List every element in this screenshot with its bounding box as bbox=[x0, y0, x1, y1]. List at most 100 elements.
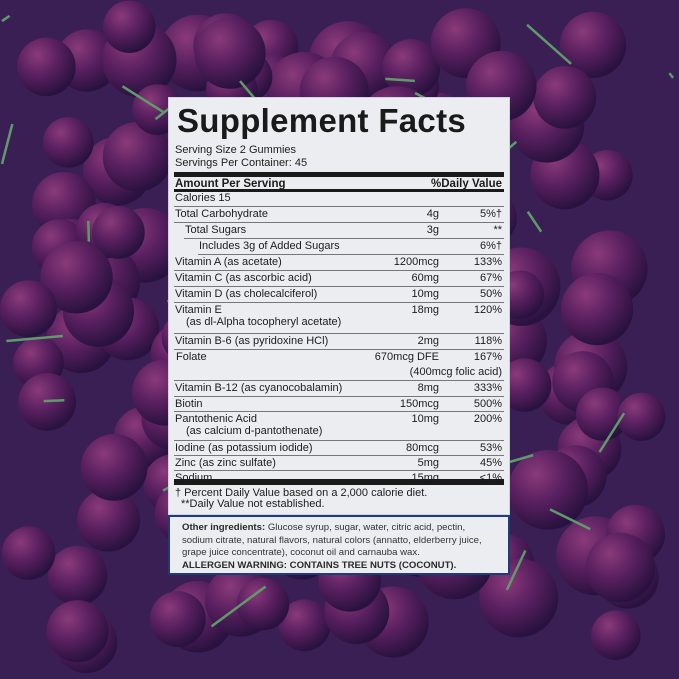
cherry-shape bbox=[382, 39, 441, 98]
cherry-shape bbox=[77, 488, 141, 552]
nutrient-row: Folate 670mcg DFE 167% (400mcg folic acid) bbox=[174, 350, 504, 381]
cherry-stem bbox=[43, 399, 65, 403]
cherry-shape bbox=[617, 392, 666, 441]
nutrient-row: Includes 3g of Added Sugars 6%† bbox=[198, 239, 504, 255]
other-ingredients-box: Other ingredients: Glucose syrup, sugar,… bbox=[168, 515, 510, 575]
cherry-shape bbox=[0, 280, 58, 338]
nutrient-amount: 1200mcg bbox=[393, 256, 439, 268]
nutrient-label: Vitamin C (as ascorbic acid) bbox=[175, 272, 312, 284]
nutrient-row: Total Sugars 3g ** bbox=[184, 223, 504, 239]
cherry-stem bbox=[668, 72, 675, 79]
nutrient-label: Vitamin B-6 (as pyridoxine HCl) bbox=[175, 335, 329, 347]
nutrient-row: Total Carbohydrate 4g 5%† bbox=[174, 207, 504, 223]
nutrient-row: Vitamin D (as cholecalciferol) 10mg 50% bbox=[174, 287, 504, 303]
nutrient-amount: 2mg bbox=[417, 335, 439, 347]
cherry-shape bbox=[80, 434, 148, 501]
footnote-asterisk: **Daily Value not established. bbox=[181, 498, 325, 510]
cherry-stem bbox=[526, 23, 572, 65]
nutrient-label: Vitamin E (as dl-Alpha tocopheryl acetate… bbox=[175, 304, 342, 328]
nutrient-label: Vitamin B-12 (as cyanocobalamin) bbox=[175, 382, 343, 394]
thick-divider bbox=[174, 172, 504, 177]
cherry-stem bbox=[549, 508, 591, 531]
cherry-stem bbox=[598, 412, 626, 453]
nutrient-daily-value: 45% bbox=[479, 457, 502, 469]
nutrient-label: Vitamin A (as acetate) bbox=[175, 256, 282, 268]
nutrient-amount: 60mg bbox=[411, 272, 439, 284]
nutrient-row: Pantothenic Acid (as calcium d-pantothena… bbox=[174, 412, 504, 441]
cherry-shape bbox=[102, 121, 173, 192]
nutrient-amount: 10mg bbox=[411, 288, 439, 300]
cherry-shape bbox=[194, 17, 266, 89]
serving-size: Serving Size 2 Gummies bbox=[175, 144, 297, 156]
nutrient-daily-value: 120% bbox=[473, 304, 502, 316]
cherry-stem bbox=[1, 14, 11, 23]
cherry-shape bbox=[1, 526, 56, 580]
nutrient-row: Vitamin B-12 (as cyanocobalamin) 8mg 333% bbox=[174, 381, 504, 397]
nutrient-daily-value: 67% bbox=[479, 272, 502, 284]
cherry-shape bbox=[17, 37, 76, 97]
cherry-shape bbox=[278, 599, 331, 652]
nutrient-source: (as dl-Alpha tocopheryl acetate) bbox=[186, 316, 342, 328]
nutrient-label: Zinc (as zinc sulfate) bbox=[175, 457, 276, 469]
cherry-stem bbox=[121, 85, 166, 114]
cherry-shape bbox=[479, 558, 559, 638]
nutrient-row: Vitamin A (as acetate) 1200mcg 133% bbox=[174, 255, 504, 271]
nutrient-row: Biotin 150mcg 500% bbox=[174, 397, 504, 412]
medium-divider bbox=[174, 189, 504, 192]
footnotes: † Percent Daily Value based on a 2,000 c… bbox=[175, 488, 427, 510]
nutrient-rows: Calories 15 Total Carbohydrate 4g 5%† Total … bbox=[174, 191, 504, 485]
nutrient-label: Pantothenic Acid (as calcium d-pantothena… bbox=[175, 413, 323, 437]
column-header: Amount Per Serving %Daily Value bbox=[175, 178, 502, 190]
nutrient-label: Iodine (as potassium iodide) bbox=[175, 442, 313, 454]
cherry-shape bbox=[47, 545, 108, 606]
nutrient-daily-value: 5%† bbox=[479, 208, 502, 220]
nutrient-sub-amount: (400mcg folic acid) bbox=[409, 366, 502, 378]
nutrient-row: Sodium 15mg <1% bbox=[174, 471, 504, 485]
nutrient-amount: 8mg bbox=[417, 382, 439, 394]
footnote-dagger: † Percent Daily Value based on a 2,000 c… bbox=[175, 487, 428, 499]
cherry-stem bbox=[6, 334, 63, 343]
nutrient-daily-value: 53% bbox=[479, 442, 502, 454]
cherry-shape bbox=[149, 591, 206, 648]
nutrient-daily-value: ** bbox=[493, 224, 502, 236]
supplement-facts-panel: Supplement Facts Serving Size 2 Gummies … bbox=[168, 97, 510, 515]
cherry-shape bbox=[103, 0, 156, 53]
nutrient-row: Vitamin E (as dl-Alpha tocopheryl acetate… bbox=[174, 303, 504, 334]
nutrient-label: Vitamin D (as cholecalciferol) bbox=[175, 288, 318, 300]
nutrient-label: Total Sugars bbox=[185, 224, 247, 236]
cherry-shape bbox=[40, 241, 113, 314]
nutrient-label: Folate bbox=[176, 351, 207, 363]
nutrient-label: Biotin bbox=[175, 398, 203, 410]
nutrient-amount: 10mg bbox=[411, 413, 439, 425]
cherry-stem bbox=[385, 77, 415, 83]
nutrient-label: Sodium bbox=[175, 472, 213, 484]
nutrient-daily-value: 500% bbox=[473, 398, 502, 410]
cherry-stem bbox=[210, 585, 267, 628]
nutrient-daily-value: 333% bbox=[473, 382, 502, 394]
allergen-warning: ALLERGEN WARNING: CONTAINS TREE NUTS (CO… bbox=[182, 559, 457, 571]
nutrient-row: Iodine (as potassium iodide) 80mcg 53% bbox=[174, 441, 504, 456]
nutrient-daily-value: 6%† bbox=[479, 240, 502, 252]
cherry-shape bbox=[92, 206, 145, 259]
nutrient-amount: 18mg bbox=[411, 304, 439, 316]
nutrient-label: Total Carbohydrate bbox=[175, 208, 268, 220]
nutrient-daily-value: 133% bbox=[473, 256, 502, 268]
cherry-shape bbox=[497, 358, 552, 412]
nutrient-amount: 80mcg bbox=[405, 442, 439, 454]
nutrient-label: Calories 15 bbox=[175, 192, 231, 204]
nutrient-amount: 3g bbox=[426, 224, 439, 236]
daily-value-header: %Daily Value bbox=[431, 178, 502, 190]
nutrient-amount: 5mg bbox=[417, 457, 439, 469]
nutrient-source: (as calcium d-pantothenate) bbox=[186, 425, 323, 437]
cherry-shape bbox=[46, 600, 109, 663]
nutrient-row: Vitamin B-6 (as pyridoxine HCl) 2mg 118% bbox=[174, 334, 504, 350]
nutrient-daily-value: 118% bbox=[474, 335, 502, 347]
nutrient-daily-value: <1% bbox=[479, 472, 502, 484]
nutrient-row: Vitamin C (as ascorbic acid) 60mg 67% bbox=[174, 271, 504, 287]
nutrient-amount: 150mcg bbox=[399, 398, 439, 410]
nutrient-amount: 670mcg DFE bbox=[374, 351, 439, 363]
cherry-shape bbox=[42, 117, 94, 168]
cherry-shape bbox=[561, 273, 634, 346]
panel-title: Supplement Facts bbox=[177, 102, 467, 139]
amount-per-serving-header: Amount Per Serving bbox=[175, 178, 286, 190]
